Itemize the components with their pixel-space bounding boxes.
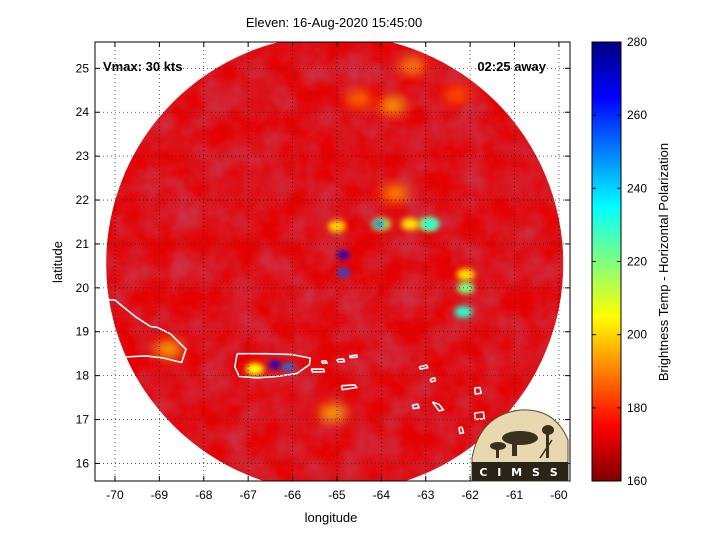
y-tick-label: 24 — [76, 105, 90, 119]
x-tick-label: -66 — [284, 488, 302, 502]
y-tick-label: 21 — [76, 237, 90, 251]
coastline — [336, 358, 346, 363]
coastline — [431, 401, 445, 412]
coastline — [473, 411, 486, 421]
coastline — [458, 426, 465, 435]
cloud-feature — [155, 341, 182, 358]
coastline — [340, 384, 358, 391]
cloud-feature — [319, 404, 346, 421]
colorbar — [591, 41, 622, 482]
time-away-annotation: 02:25 away — [477, 59, 546, 74]
y-tick-label: 18 — [76, 369, 90, 383]
colorbar-tick-label: 280 — [627, 35, 647, 49]
colorbar-tick-label: 160 — [627, 474, 647, 488]
logo-text: C I M S S — [479, 466, 560, 479]
y-tick-label: 22 — [76, 193, 90, 207]
y-tick-label: 25 — [76, 61, 90, 75]
cimss-logo: C I M S S — [471, 409, 569, 482]
colorbar-tick-label: 240 — [627, 181, 647, 195]
cloud-feature — [454, 305, 473, 318]
x-tick-label: -64 — [373, 488, 391, 502]
colorbar-tick-label: 220 — [627, 255, 647, 269]
cloud-features — [155, 58, 475, 421]
coastline — [234, 352, 312, 379]
colorbar-tick-label: 260 — [627, 108, 647, 122]
x-tick-label: -63 — [417, 488, 435, 502]
coastline — [348, 354, 358, 359]
coastline — [429, 377, 437, 383]
coastline — [310, 368, 326, 373]
x-tick-label: -68 — [195, 488, 213, 502]
cloud-feature — [268, 360, 281, 369]
x-tick-label: -60 — [550, 488, 568, 502]
cloud-feature — [379, 97, 406, 114]
chart-title: Eleven: 16-Aug-2020 15:45:00 — [246, 15, 422, 30]
x-tick-label: -65 — [328, 488, 346, 502]
colorbar-label: Brightness Temp - Horizontal Polarizatio… — [656, 143, 671, 381]
y-tick-label: 20 — [76, 281, 90, 295]
cloud-feature — [337, 250, 350, 259]
cloud-feature — [245, 363, 264, 376]
coastline — [418, 364, 429, 370]
cloud-feature — [337, 268, 350, 277]
y-tick-label: 23 — [76, 149, 90, 163]
cloud-feature — [399, 58, 426, 75]
axis-ticks: -70 -69 -68 -67 -66 -65 -64 -63 -62 -61 -60 16 17 18 1… — [76, 42, 570, 502]
cloud-feature — [443, 86, 470, 103]
y-tick-label: 19 — [76, 325, 90, 339]
vmax-annotation: Vmax: 30 kts — [103, 59, 183, 74]
y-tick-label: 17 — [76, 413, 90, 427]
x-tick-label: -61 — [506, 488, 524, 502]
x-tick-label: -69 — [151, 488, 169, 502]
colorbar-ticks: 160 180 200 220 240 260 280 — [592, 35, 647, 488]
x-tick-label: -67 — [239, 488, 257, 502]
x-tick-label: -62 — [461, 488, 479, 502]
colorbar-tick-label: 200 — [627, 328, 647, 342]
cloud-feature — [282, 362, 295, 371]
y-tick-label: 16 — [76, 456, 90, 470]
colorbar-tick-label: 180 — [627, 401, 647, 415]
axes-frame — [94, 41, 571, 482]
cloud-feature — [346, 91, 373, 108]
cloud-feature — [401, 218, 420, 231]
cloud-feature — [456, 268, 475, 281]
x-axis-label: longitude — [305, 510, 358, 525]
cloud-feature — [421, 218, 440, 231]
coastline — [411, 403, 420, 410]
cloud-feature — [381, 185, 408, 202]
y-axis-label: latitude — [50, 241, 65, 283]
cloud-feature — [373, 220, 386, 229]
coastline — [473, 386, 482, 395]
x-tick-label: -70 — [106, 488, 124, 502]
coastline — [320, 359, 328, 365]
swath-layer — [106, 42, 564, 481]
